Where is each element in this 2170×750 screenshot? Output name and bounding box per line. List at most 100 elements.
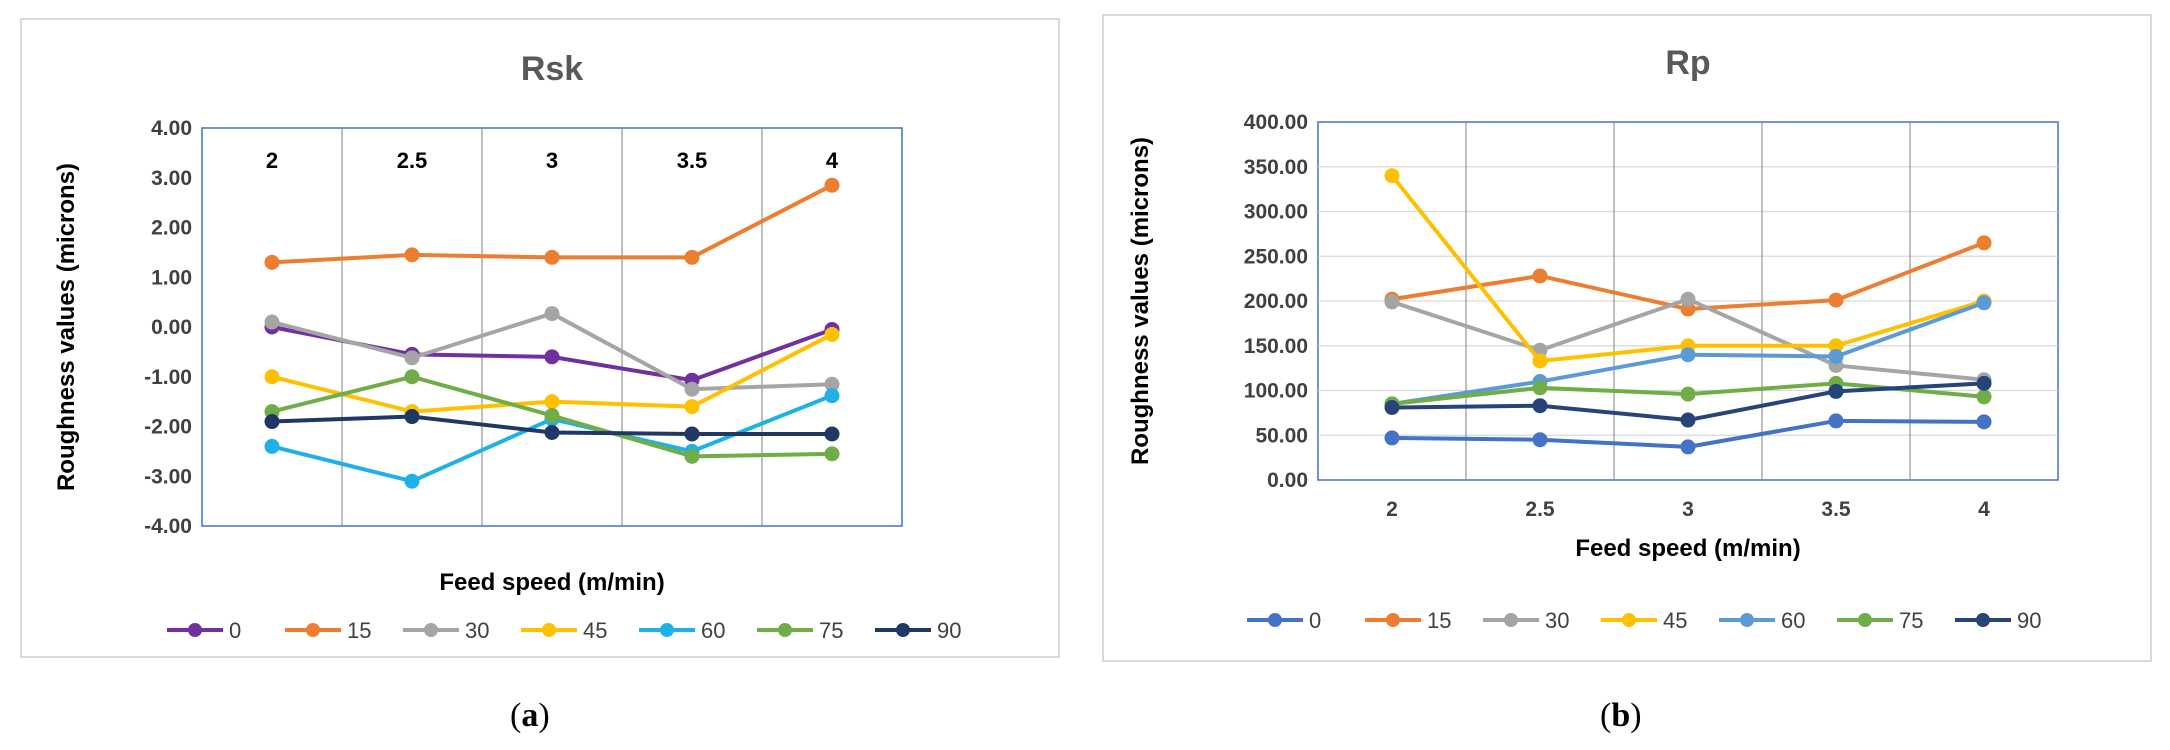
chart-title: Rsk [521, 50, 583, 88]
data-point-0 [1680, 439, 1696, 455]
data-point-30 [544, 306, 560, 322]
data-point-45 [824, 326, 840, 342]
legend-item-90: 90 [875, 618, 961, 643]
data-point-30 [404, 350, 420, 366]
legend-label: 0 [229, 618, 241, 643]
legend-item-15: 15 [285, 618, 371, 643]
data-point-90 [1532, 398, 1548, 414]
data-point-90 [1976, 375, 1992, 391]
legend-swatch-marker [1268, 613, 1282, 627]
data-point-15 [544, 249, 560, 265]
legend-label: 45 [583, 618, 607, 643]
data-point-0 [544, 349, 560, 365]
data-point-75 [1976, 389, 1992, 405]
caption-b: (b) [1600, 697, 1642, 734]
data-point-90 [544, 424, 560, 440]
legend-swatch-marker [1504, 613, 1518, 627]
legend-item-30: 30 [1483, 608, 1569, 633]
y-tick-label: 2.00 [151, 217, 192, 240]
rp-line-chart: Rp 0.00 50.00 100.00 150.00 200.00 250.00 300.0… [1127, 44, 2059, 633]
legend-label: 30 [465, 618, 489, 643]
x-tick-label: 3 [546, 148, 558, 173]
y-tick-label: 400.00 [1244, 111, 1308, 134]
legend-label: 15 [1427, 608, 1451, 633]
y-tick-label: -1.00 [144, 366, 192, 389]
legend-swatch-marker [188, 623, 202, 637]
x-axis-title: Feed speed (m/min) [439, 569, 664, 596]
x-tick-label: 2 [266, 148, 278, 173]
data-point-75 [544, 408, 560, 424]
data-point-90 [404, 409, 420, 425]
data-point-45 [684, 399, 700, 415]
legend-item-15: 15 [1365, 608, 1451, 633]
x-tick-label: 2.5 [397, 148, 428, 173]
data-point-90 [1828, 383, 1844, 399]
data-point-45 [1532, 353, 1548, 369]
x-tick-label: 4 [826, 148, 839, 173]
x-tick-label: 3.5 [1821, 498, 1851, 521]
data-point-75 [1532, 380, 1548, 396]
y-axis-title: Roughness values (microns) [53, 163, 80, 491]
data-point-90 [824, 426, 840, 442]
data-point-60 [404, 473, 420, 489]
legend-item-75: 75 [1837, 608, 1923, 633]
data-point-90 [1384, 400, 1400, 416]
legend-item-0: 0 [167, 618, 241, 643]
data-point-0 [1828, 413, 1844, 429]
legend-label: 15 [347, 618, 371, 643]
y-tick-label: -3.00 [144, 465, 192, 488]
data-point-90 [1680, 412, 1696, 428]
data-point-0 [1384, 430, 1400, 446]
data-point-15 [684, 249, 700, 265]
chart-title: Rp [1665, 44, 1710, 82]
y-tick-label: 4.00 [151, 117, 192, 140]
legend-swatch-marker [660, 623, 674, 637]
y-tick-label: 100.00 [1244, 380, 1308, 403]
data-point-75 [1680, 386, 1696, 402]
legend-label: 30 [1545, 608, 1569, 633]
y-tick-label: 250.00 [1244, 245, 1308, 268]
legend-swatch-marker [778, 623, 792, 637]
data-point-30 [264, 314, 280, 330]
data-point-75 [684, 448, 700, 464]
rsk-line-chart: Rsk -4.00 -3.00 -2.00 -1.00 0.00 1.00 2.00 3.00 4… [53, 50, 961, 643]
data-point-0 [1532, 432, 1548, 448]
legend-label: 75 [819, 618, 843, 643]
legend-swatch-marker [424, 623, 438, 637]
data-point-75 [404, 369, 420, 385]
x-tick-label: 3.5 [677, 148, 708, 173]
legend-label: 90 [2017, 608, 2041, 633]
data-point-15 [264, 254, 280, 270]
legend-item-30: 30 [403, 618, 489, 643]
data-point-75 [824, 446, 840, 462]
chart-panel-rsk: Rsk -4.00 -3.00 -2.00 -1.00 0.00 1.00 2.00 3.00 4… [20, 18, 1060, 658]
chart-panel-rp: Rp 0.00 50.00 100.00 150.00 200.00 250.00 300.0… [1102, 14, 2152, 662]
x-axis-title: Feed speed (m/min) [1575, 535, 1800, 562]
legend-swatch-marker [1858, 613, 1872, 627]
data-point-15 [404, 247, 420, 263]
plot-area [201, 127, 903, 527]
y-tick-label: 200.00 [1244, 290, 1308, 313]
data-point-60 [264, 438, 280, 454]
legend-item-60: 60 [639, 618, 725, 643]
legend-item-75: 75 [757, 618, 843, 643]
data-point-0 [1976, 414, 1992, 430]
legend-item-45: 45 [1601, 608, 1687, 633]
y-tick-label: 3.00 [151, 167, 192, 190]
data-point-60 [824, 388, 840, 404]
data-point-45 [544, 394, 560, 410]
data-point-15 [1532, 268, 1548, 284]
y-tick-label: 0.00 [1267, 469, 1308, 492]
legend-swatch-marker [542, 623, 556, 637]
x-tick-label: 3 [1682, 498, 1694, 521]
data-point-90 [684, 426, 700, 442]
y-tick-label: 1.00 [151, 266, 192, 289]
y-tick-label: 300.00 [1244, 201, 1308, 224]
data-point-60 [1680, 347, 1696, 363]
legend-label: 45 [1663, 608, 1687, 633]
data-point-45 [264, 369, 280, 385]
data-point-60 [1976, 295, 1992, 311]
legend-swatch-marker [896, 623, 910, 637]
y-axis-title: Roughness values (microns) [1127, 137, 1154, 465]
data-point-30 [1680, 291, 1696, 307]
